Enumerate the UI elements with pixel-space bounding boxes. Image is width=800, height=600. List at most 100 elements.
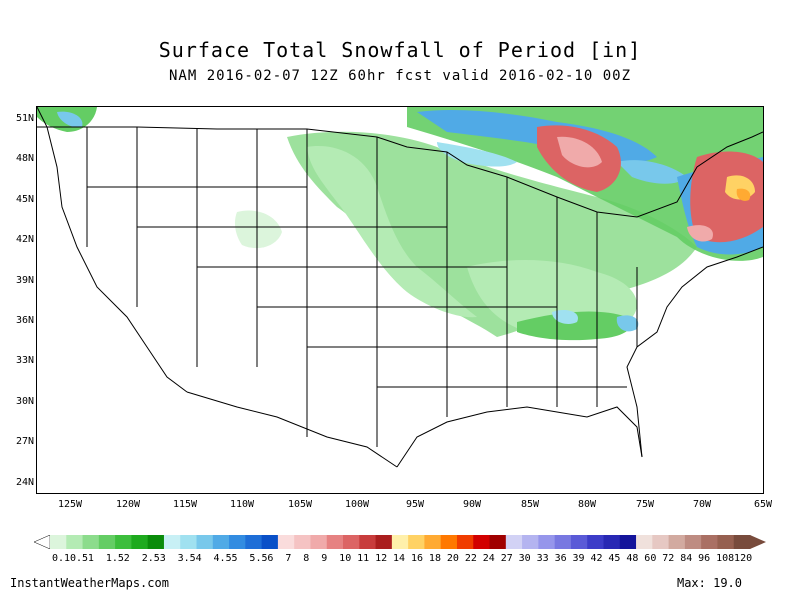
colorbar-tick-label: 3.5 — [177, 553, 196, 564]
boundaries — [37, 107, 763, 468]
colorbar-tick-label: 16 — [410, 553, 424, 564]
lon-label: 120W — [115, 499, 141, 510]
colorbar-tick-label: 6 — [267, 553, 274, 564]
lon-label: 65W — [753, 499, 773, 510]
colorbar-tick-label: 18 — [428, 553, 441, 564]
colorbar-tick-label: 120 — [734, 553, 753, 564]
lon-label: 110W — [229, 499, 255, 510]
colorbar-tick-label: 60 — [644, 553, 657, 564]
colorbar-tick-label: 42 — [590, 553, 603, 564]
colorbar-swatch — [587, 535, 604, 549]
colorbar-swatch — [245, 535, 263, 549]
lat-label: 27N — [15, 436, 34, 447]
colorbar-swatch — [652, 535, 670, 549]
lon-label: 85W — [520, 499, 540, 510]
colorbar-tick-label: 72 — [662, 553, 675, 564]
lon-label: 125W — [57, 499, 83, 510]
colorbar-tick-label: 96 — [698, 553, 711, 564]
lat-label: 24N — [15, 477, 34, 488]
gulf-coast — [396, 406, 643, 468]
colorbar-swatch — [277, 535, 295, 549]
colorbar-swatch — [408, 535, 425, 549]
lon-label: 105W — [287, 499, 313, 510]
colorbar-tick-label: 8 — [303, 553, 310, 564]
colorbar-swatch — [733, 535, 751, 549]
lat-label: 48N — [15, 153, 34, 164]
lat-label: 33N — [15, 355, 34, 366]
colorbar-svg — [33, 534, 766, 550]
colorbar-swatch — [554, 535, 572, 549]
colorbar-swatch — [326, 535, 344, 549]
snowfall-map — [36, 106, 764, 494]
colorbar-swatch — [163, 535, 181, 549]
colorbar-swatch — [603, 535, 621, 549]
colorbar-swatch — [505, 535, 523, 549]
mexico-border — [186, 391, 398, 468]
colorbar-swatch — [391, 535, 409, 549]
colorbar-tick-label: 10 — [339, 553, 352, 564]
colorbar — [33, 534, 766, 550]
us-canada-border — [37, 126, 763, 218]
colorbar-tick-label: 1.5 — [105, 553, 124, 564]
east-coast — [626, 246, 763, 458]
lon-label: 100W — [344, 499, 370, 510]
colorbar-swatch — [668, 535, 686, 549]
state-grid-3 — [556, 197, 638, 407]
colorbar-swatch — [115, 535, 132, 549]
colorbar-tick-label: 2.5 — [141, 553, 160, 564]
lat-label: 36N — [15, 315, 34, 326]
colorbar-swatch — [310, 535, 328, 549]
lon-label: 90W — [462, 499, 482, 510]
colorbar-swatch — [424, 535, 442, 549]
colorbar-swatch — [717, 535, 735, 549]
colorbar-swatch — [196, 535, 214, 549]
snow-area-appalachia — [517, 311, 631, 341]
colorbar-tick-label: 9 — [321, 553, 328, 564]
colorbar-tick-label: 14 — [393, 553, 406, 564]
colorbar-tick-label: 5.5 — [249, 553, 268, 564]
lon-label: 70W — [692, 499, 712, 510]
colorbar-swatch — [359, 535, 377, 549]
colorbar-swatch — [147, 535, 165, 549]
colorbar-tick-label: 45 — [608, 553, 621, 564]
snow-red — [537, 125, 763, 243]
colorbar-swatch — [538, 535, 556, 549]
colorbar-swatch — [66, 535, 84, 549]
colorbar-tick-label: 36 — [554, 553, 567, 564]
colorbar-tick-label: 108 — [716, 553, 735, 564]
colorbar-right-arrow — [750, 535, 766, 549]
colorbar-tick-label: 7 — [285, 553, 292, 564]
colorbar-swatch — [440, 535, 458, 549]
colorbar-swatch — [180, 535, 198, 549]
state-grid-2 — [87, 186, 627, 388]
colorbar-swatch — [375, 535, 393, 549]
lat-label: 30N — [15, 396, 34, 407]
colorbar-swatch — [229, 535, 246, 549]
colorbar-tick-label: 27 — [500, 553, 513, 564]
colorbar-swatch — [294, 535, 311, 549]
colorbar-tick-label: 4 — [195, 553, 202, 564]
colorbar-swatch — [98, 535, 116, 549]
colorbar-swatch — [131, 535, 149, 549]
colorbar-tick-label: 39 — [572, 553, 585, 564]
map-title: Surface Total Snowfall of Period [in] — [158, 38, 642, 62]
colorbar-swatch — [489, 535, 507, 549]
lon-label: 95W — [405, 499, 425, 510]
colorbar-tick-label: 1 — [87, 553, 94, 564]
colorbar-tick-label: 11 — [357, 553, 370, 564]
colorbar-tick-label: 12 — [375, 553, 388, 564]
max-value: Max: 19.0 — [676, 576, 742, 590]
colorbar-swatch — [473, 535, 491, 549]
colorbar-tick-label: 3 — [159, 553, 166, 564]
colorbar-swatch — [636, 535, 653, 549]
lat-label: 39N — [15, 275, 34, 286]
lon-label: 75W — [635, 499, 655, 510]
colorbar-swatch — [50, 535, 67, 549]
colorbar-left-arrow — [33, 534, 51, 550]
colorbar-tick-label: 33 — [536, 553, 549, 564]
colorbar-swatch — [212, 535, 230, 549]
snow-area-wyoming — [234, 210, 282, 249]
colorbar-tick-label: 0.1 — [52, 553, 71, 564]
lon-label: 115W — [172, 499, 198, 510]
colorbar-tick-label: 20 — [446, 553, 459, 564]
